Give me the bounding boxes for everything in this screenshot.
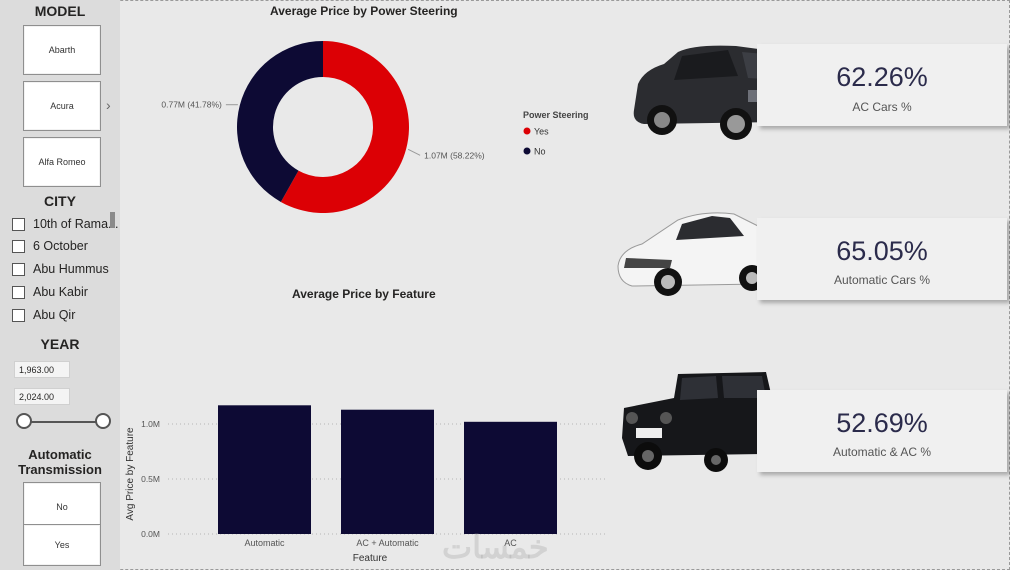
- transmission-slicer-title-2: Transmission: [18, 462, 102, 477]
- checkbox[interactable]: [12, 285, 25, 299]
- bar-chart-title: Average Price by Feature: [292, 287, 436, 301]
- city-label: Abu Qir: [33, 308, 76, 322]
- filter-sidebar: MODEL Abarth Acura Alfa Romeo ›: [0, 0, 120, 570]
- transmission-tile-yes[interactable]: Yes: [23, 524, 101, 566]
- city-slicer-title: CITY: [44, 193, 76, 209]
- kpi-card-automatic-cars: 65.05% Automatic Cars %: [757, 218, 1007, 300]
- city-scrollbar[interactable]: [110, 212, 115, 228]
- checkbox[interactable]: [12, 308, 25, 322]
- bar-chart: 0.0M 0.5M 1.0M Automatic AC + Automatic AC Fea…: [125, 405, 608, 564]
- model-tile-abarth[interactable]: Abarth: [23, 25, 101, 75]
- model-tile-alfa-romeo[interactable]: Alfa Romeo: [23, 137, 101, 187]
- city-label: Abu Hummus: [33, 262, 109, 276]
- x-tick-label: Automatic: [244, 538, 285, 548]
- gclass-car-image: [622, 372, 776, 472]
- transmission-tile-no[interactable]: No: [23, 482, 101, 532]
- data-label-leader: [407, 148, 421, 156]
- model-slicer-title: MODEL: [34, 3, 86, 19]
- x-axis-label: Feature: [353, 553, 388, 564]
- city-label: 6 October: [33, 239, 88, 253]
- checkbox[interactable]: [12, 217, 25, 231]
- legend-label-yes[interactable]: Yes: [534, 127, 549, 137]
- donut-chart-title: Average Price by Power Steering: [270, 4, 458, 18]
- kpi-value: 65.05%: [836, 236, 928, 266]
- x-tick-label: AC + Automatic: [356, 538, 419, 548]
- donut-legend-title: Power Steering: [523, 110, 589, 120]
- kpi-value: 52.69%: [836, 408, 928, 438]
- transmission-slicer-title-1: Automatic: [28, 447, 92, 462]
- city-item[interactable]: Abu Qir: [12, 305, 75, 325]
- city-item[interactable]: 10th of Rama...: [12, 214, 118, 234]
- bar-automatic[interactable]: [218, 405, 311, 534]
- donut-data-label: 1.07M (58.22%): [424, 150, 485, 160]
- kpi-value: 62.26%: [836, 62, 928, 92]
- legend-swatch-no: [523, 147, 531, 155]
- y-tick-label: 0.0M: [141, 529, 160, 539]
- year-slider-min-handle[interactable]: [16, 413, 32, 429]
- donut-slice-no[interactable]: [237, 41, 323, 202]
- city-item[interactable]: 6 October: [12, 236, 88, 256]
- city-item[interactable]: Abu Hummus: [12, 259, 109, 279]
- city-label: 10th of Rama...: [33, 217, 119, 231]
- donut-slice-yes[interactable]: [280, 41, 410, 214]
- donut-data-label: 0.77M (41.78%): [161, 100, 222, 110]
- checkbox[interactable]: [12, 239, 25, 253]
- city-item[interactable]: Abu Kabir: [12, 282, 88, 302]
- kpi-label: AC Cars %: [852, 100, 912, 114]
- kpi-card-automatic-ac: 52.69% Automatic & AC %: [757, 390, 1007, 472]
- year-slicer-title: YEAR: [40, 336, 80, 352]
- legend-label-no[interactable]: No: [534, 147, 546, 157]
- y-tick-label: 1.0M: [141, 419, 160, 429]
- legend-swatch-yes: [523, 127, 531, 135]
- kpi-label: Automatic Cars %: [833, 273, 931, 287]
- year-slider-max-handle[interactable]: [95, 413, 111, 429]
- x-tick-label: AC: [504, 538, 517, 548]
- checkbox[interactable]: [12, 262, 25, 276]
- bar-ac-automatic[interactable]: [341, 409, 434, 534]
- model-tile-acura[interactable]: Acura: [23, 81, 101, 131]
- chevron-right-icon[interactable]: ›: [106, 97, 111, 113]
- watermark-logo: خمسات: [442, 529, 549, 565]
- year-slider-track[interactable]: [24, 421, 104, 423]
- kpi-card-ac-cars: 62.26% AC Cars %: [757, 44, 1007, 126]
- y-tick-label: 0.5M: [141, 474, 160, 484]
- year-to-input[interactable]: 2,024.00: [14, 388, 70, 405]
- y-axis-label: Avg Price by Feature: [125, 427, 136, 521]
- kpi-label: Automatic & AC %: [832, 445, 932, 459]
- city-label: Abu Kabir: [33, 285, 88, 299]
- year-from-input[interactable]: 1,963.00: [14, 361, 70, 378]
- donut-chart: 1.07M (58.22%) 0.77M (41.78%) Power Steeri…: [161, 41, 589, 214]
- bar-ac[interactable]: [464, 421, 557, 534]
